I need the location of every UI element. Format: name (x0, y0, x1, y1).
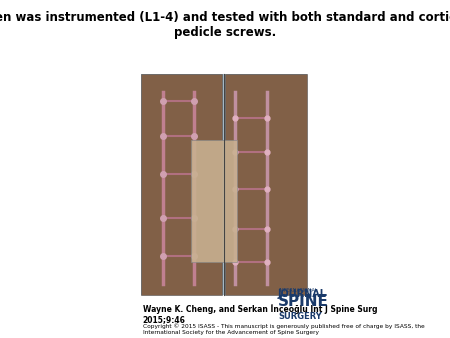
Text: SPINE: SPINE (278, 294, 329, 309)
Bar (225, 74, 307, 295)
Text: Each specimen was instrumented (L1-4) and tested with both standard and cortical: Each specimen was instrumented (L1-4) an… (0, 11, 450, 39)
Text: JOURNAL: JOURNAL (278, 289, 327, 299)
Text: INTERNATIONAL: INTERNATIONAL (278, 288, 318, 293)
Bar (141, 74, 307, 295)
Text: SURGERY: SURGERY (278, 312, 322, 321)
Text: Wayne K. Cheng, and Serkan İnceoğlu Int J Spine Surg
2015;9:46: Wayne K. Cheng, and Serkan İnceoğlu Int … (143, 304, 378, 324)
Bar (141, 74, 222, 295)
Text: Copyright © 2015 ISASS - This manuscript is generously published free of charge : Copyright © 2015 ISASS - This manuscript… (143, 323, 425, 335)
Bar (191, 141, 238, 262)
